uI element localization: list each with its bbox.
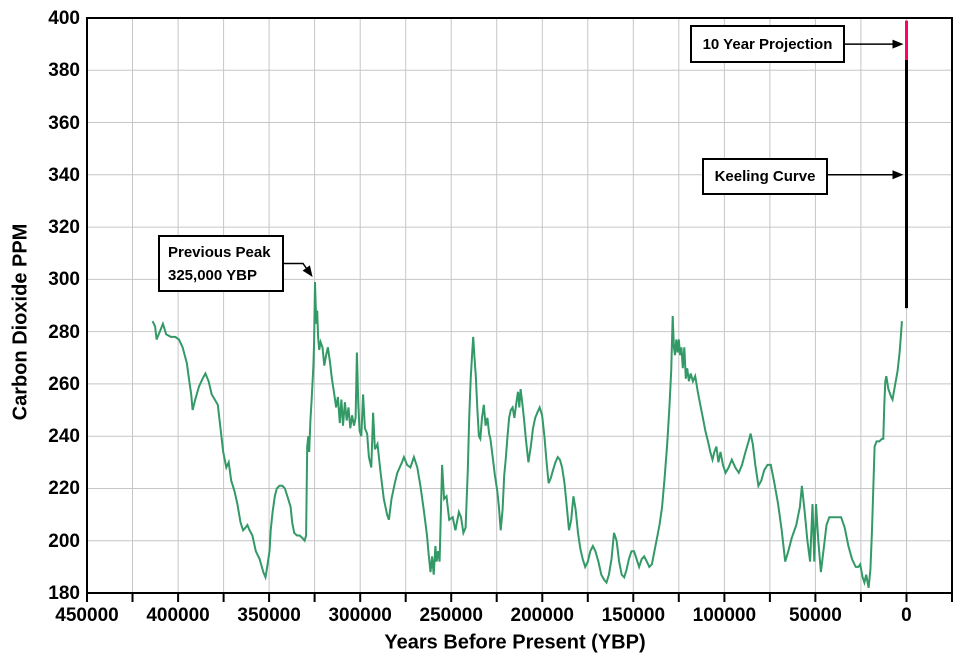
previous-peak-line1: Previous Peak (168, 244, 271, 261)
x-tick-label: 0 (901, 605, 912, 626)
x-tick-label: 300000 (328, 605, 392, 626)
y-tick-label: 180 (48, 583, 80, 604)
y-tick-label: 340 (48, 164, 80, 186)
x-tick-label: 400000 (146, 605, 210, 626)
y-tick-label: 380 (48, 60, 80, 82)
arrowhead-icon (302, 265, 313, 277)
keeling-annotation-label: Keeling Curve (714, 168, 816, 185)
y-tick-label: 220 (48, 478, 80, 500)
previous-peak-line2: 325,000 YBP (168, 267, 257, 284)
ice-core-co2-line (151, 281, 903, 588)
y-tick-label: 400 (48, 8, 80, 29)
y-tick-label: 240 (48, 426, 80, 448)
x-tick-label: 250000 (419, 605, 483, 626)
x-axis-title: Years Before Present (YBP) (384, 631, 646, 654)
x-tick-label: 200000 (510, 605, 574, 626)
y-tick-label: 360 (48, 112, 80, 134)
previous-peak-annotation-box: Previous Peak 325,000 YBP (158, 235, 284, 292)
y-tick-label: 300 (48, 269, 80, 291)
y-tick-label: 200 (48, 530, 80, 552)
projection-annotation-box: 10 Year Projection (690, 25, 845, 63)
y-tick-label: 280 (48, 321, 80, 343)
arrowhead-icon (892, 39, 904, 49)
y-tick-label: 260 (48, 373, 80, 395)
arrowhead-icon (892, 170, 904, 180)
x-tick-label: 150000 (601, 605, 666, 626)
x-tick-label: 350000 (237, 605, 301, 626)
projection-annotation-label: 10 Year Projection (702, 35, 833, 53)
x-tick-label: 100000 (692, 605, 757, 626)
x-tick-label: 450000 (55, 605, 119, 626)
keeling-annotation-box: Keeling Curve (702, 158, 828, 195)
x-tick-label: 50000 (788, 605, 842, 626)
y-tick-label: 320 (48, 217, 80, 239)
